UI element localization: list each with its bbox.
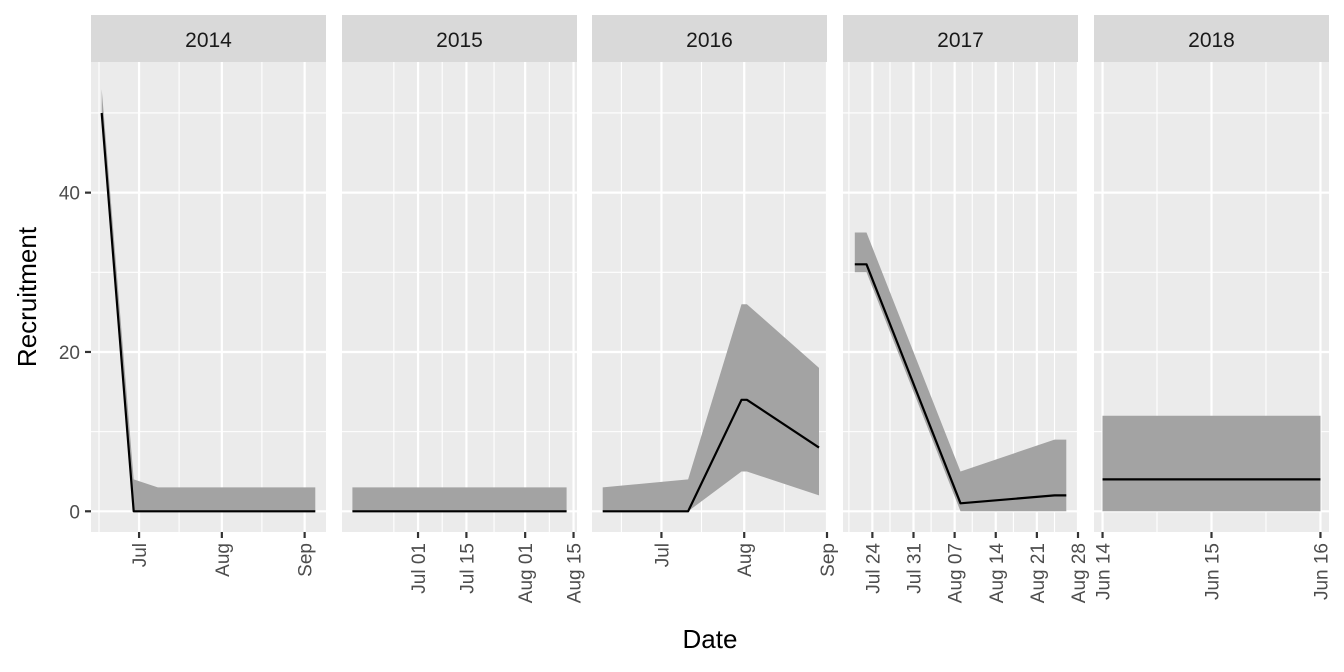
- facet-strip: [843, 15, 1078, 62]
- y-tick-label: 0: [69, 502, 80, 523]
- facet-strip: [91, 15, 326, 62]
- panel-background: [342, 62, 577, 532]
- panel-2017: 2017 Jul 24 Jul 31 Aug 07 Aug 14 Aug 21 Aug 28: [843, 15, 1090, 603]
- y-tick-label: 20: [59, 343, 80, 364]
- confidence-ribbon: [1102, 415, 1321, 512]
- x-axis-title: Date: [683, 624, 738, 654]
- series-line: [854, 263, 1067, 505]
- confidence-ribbon: [352, 487, 567, 512]
- facet-strip-label: 2017: [937, 29, 984, 52]
- x-tick-label: Aug: [213, 543, 234, 577]
- x-tick-label: Jul 15: [457, 543, 478, 594]
- x-tick-label: Aug 21: [1028, 543, 1049, 603]
- x-tick-label: Aug 28: [1069, 543, 1090, 603]
- x-tick-label: Jun 15: [1203, 543, 1224, 600]
- panel-2018: 2018 Jun 14 Jun 15 Jun 16: [1094, 15, 1333, 600]
- x-tick-label: Jul: [652, 543, 673, 567]
- x-tick-label: Jun 16: [1312, 543, 1333, 600]
- panel-background: [91, 62, 326, 532]
- panel-2014: 2014 Jul Aug Sep: [91, 15, 326, 577]
- x-tick-label: Aug 14: [987, 543, 1008, 604]
- y-tick-label: 40: [59, 184, 80, 205]
- confidence-ribbon: [854, 232, 1067, 512]
- facet-strip-label: 2018: [1188, 29, 1235, 52]
- panel-2016: 2016 Jul Aug Sep: [592, 15, 839, 577]
- x-tick-label: Sep: [296, 543, 317, 577]
- x-tick-label: Aug: [735, 543, 756, 577]
- facet-strip: [592, 15, 827, 62]
- facet-strip: [342, 15, 577, 62]
- x-tick-label: Aug 15: [565, 543, 586, 603]
- panels: 2014 Jul Aug Sep 2015 Jul 01 Jul 15 Aug 01 Aug 1…: [91, 15, 1333, 603]
- x-tick-label: Sep: [818, 543, 839, 577]
- x-tick-label: Jul 24: [863, 543, 884, 594]
- facet-strip-label: 2015: [436, 29, 483, 52]
- x-tick-label: Jul 31: [905, 543, 926, 594]
- x-tick-label: Jul 01: [409, 543, 430, 594]
- series-line: [100, 112, 316, 513]
- x-tick-label: Jul: [130, 543, 151, 567]
- x-tick-label: Aug 07: [946, 543, 967, 603]
- x-tick-label: Aug 01: [516, 543, 537, 603]
- confidence-ribbon: [602, 304, 819, 512]
- series-line: [602, 398, 820, 513]
- y-axis-title: Recruitment: [12, 226, 42, 367]
- y-axis: 0 20 40: [59, 184, 91, 523]
- facet-strip: [1094, 15, 1329, 62]
- panel-2015: 2015 Jul 01 Jul 15 Aug 01 Aug 15: [342, 15, 586, 603]
- x-tick-label: Jun 14: [1094, 543, 1115, 600]
- facet-strip-label: 2016: [686, 29, 733, 52]
- facet-strip-label: 2014: [185, 29, 232, 52]
